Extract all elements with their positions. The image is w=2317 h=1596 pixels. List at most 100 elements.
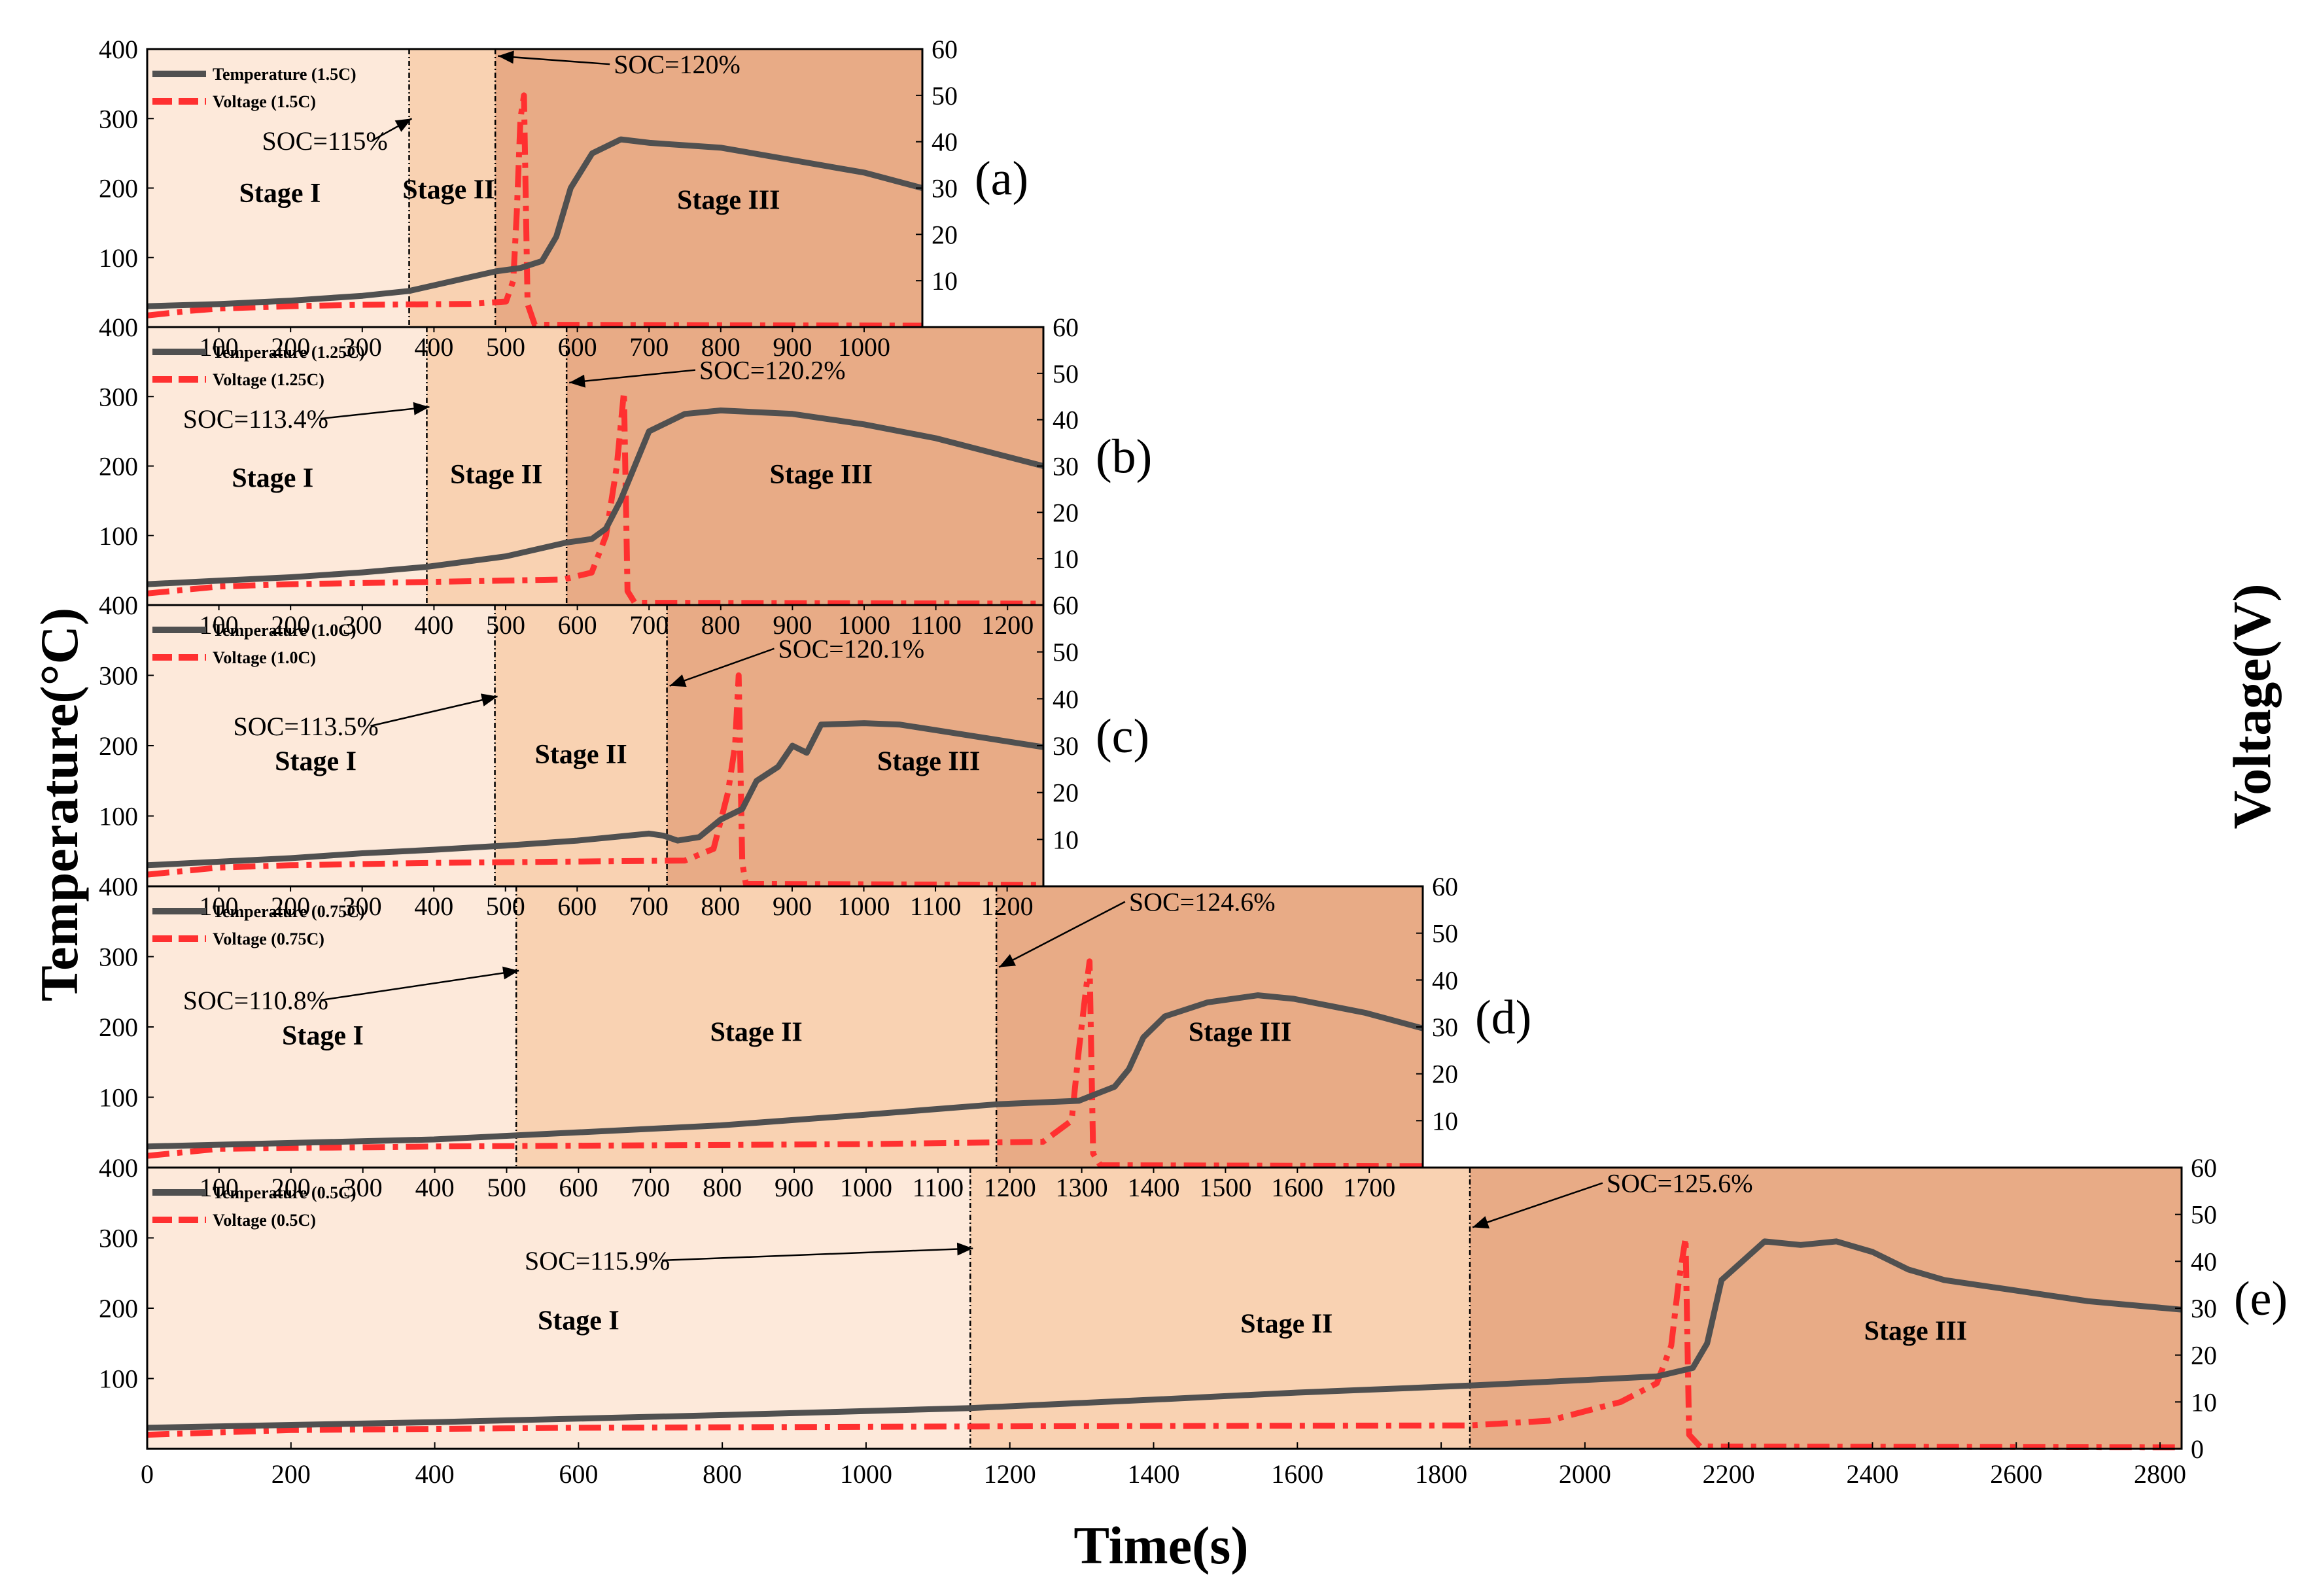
x-tick-label-top: 1200	[981, 892, 1034, 921]
voltage-series-line	[147, 389, 1044, 607]
legend-label-temperature: Temperature (0.75C)	[213, 902, 365, 921]
soc-arrow-line	[370, 695, 498, 727]
y-tick-label-temp: 100	[99, 802, 138, 831]
x-tick-label-top: 600	[559, 1173, 598, 1202]
soc-arrow-head	[669, 674, 687, 687]
y-axis-title-right: Voltage(V)	[2222, 583, 2282, 829]
stage-label: Stage II	[1240, 1310, 1333, 1340]
x-tick-label-top: 1000	[838, 610, 890, 640]
panels-layer: Stage I Stage II Stage III1002003004001020…	[99, 35, 2288, 1489]
x-tick-label-top: 100	[200, 1173, 239, 1202]
stage-region-1	[147, 49, 409, 327]
x-tick-label-bottom: 600	[559, 1459, 598, 1489]
y-tick-label-volt: 40	[1053, 406, 1079, 435]
x-tick-label-top: 800	[701, 332, 740, 362]
x-tick-label-bottom: 2000	[1559, 1459, 1611, 1489]
x-tick-label-top: 200	[271, 332, 310, 362]
x-tick-label-top: 300	[343, 1173, 383, 1202]
panel-e: Stage I Stage II Stage III1002003004000102…	[99, 1153, 2288, 1489]
x-tick-label-top: 1000	[838, 892, 890, 921]
x-tick-label-top: 1200	[981, 610, 1034, 640]
y-tick-label-temp: 300	[99, 943, 138, 972]
soc-arrow-line	[320, 406, 430, 420]
x-tick-label-top: 400	[414, 332, 453, 362]
x-tick-label-top: 1600	[1271, 1173, 1323, 1202]
legend-label-voltage: Voltage (1.0C)	[213, 648, 316, 667]
x-tick-label-top: 500	[486, 332, 525, 362]
y-tick-label-volt: 10	[2191, 1387, 2217, 1417]
y-tick-label-volt: 60	[932, 35, 958, 64]
voltage-series-line	[147, 958, 1423, 1170]
y-tick-label-volt: 10	[1053, 544, 1079, 574]
y-tick-label-volt: 60	[1053, 591, 1079, 620]
panel-label-b: (b)	[1096, 430, 1152, 484]
x-tick-label-top: 400	[414, 892, 453, 921]
x-tick-label-top: 100	[200, 332, 239, 362]
y-tick-label-temp: 100	[99, 1083, 138, 1113]
soc-arrow-head	[1472, 1216, 1490, 1229]
x-tick-label-top: 400	[414, 610, 453, 640]
y-tick-label-volt: 0	[2191, 1434, 2204, 1464]
soc-arrow-line	[661, 1247, 973, 1262]
panel-label-c: (c)	[1096, 710, 1149, 763]
stage-region-1	[147, 327, 427, 605]
stage-label: Stage III	[769, 460, 873, 490]
y-tick-label-volt: 10	[1053, 825, 1079, 854]
soc-annotation: SOC=125.6%	[1607, 1169, 1753, 1198]
stage-label: Stage I	[232, 463, 313, 493]
x-tick-label-top: 700	[629, 332, 669, 362]
soc-arrow-line	[569, 369, 696, 384]
x-tick-label-top: 900	[775, 1173, 814, 1202]
temperature-series-line	[147, 992, 1424, 1150]
y-tick-label-volt: 10	[1432, 1106, 1458, 1136]
soc-annotation: SOC=115%	[262, 126, 388, 156]
voltage-series-line	[147, 672, 1044, 888]
stage-region-3	[495, 49, 922, 327]
x-tick-label-bottom: 200	[271, 1459, 311, 1489]
soc-annotation: SOC=120.2%	[699, 356, 846, 385]
y-tick-label-volt: 40	[1053, 684, 1079, 714]
x-tick-label-bottom: 1800	[1415, 1459, 1467, 1489]
y-tick-label-volt: 60	[2191, 1153, 2217, 1183]
soc-annotation: SOC=124.6%	[1129, 888, 1276, 917]
x-tick-label-top: 600	[558, 332, 597, 362]
y-tick-label-volt: 20	[1432, 1060, 1458, 1089]
y-tick-label-temp: 400	[99, 1153, 138, 1183]
y-tick-label-volt: 40	[2191, 1247, 2217, 1276]
x-tick-label-bottom: 2600	[1990, 1459, 2042, 1489]
y-tick-label-volt: 50	[1053, 359, 1079, 389]
y-tick-label-temp: 400	[99, 313, 138, 342]
soc-annotation: SOC=115.9%	[525, 1246, 670, 1275]
x-tick-label-top: 800	[701, 892, 740, 921]
y-tick-label-volt: 50	[2191, 1200, 2217, 1230]
temperature-series-line	[147, 408, 1045, 587]
legend-label-temperature: Temperature (1.5C)	[213, 65, 357, 84]
temperature-series-line	[147, 1238, 2182, 1431]
y-tick-label-temp: 300	[99, 661, 138, 691]
soc-arrow-head	[999, 954, 1017, 967]
soc-arrow-head	[956, 1242, 973, 1256]
soc-arrow-head	[480, 693, 498, 706]
y-tick-label-temp: 200	[99, 174, 138, 203]
x-axis-title: Time(s)	[1073, 1516, 1248, 1575]
soc-arrow-line	[320, 969, 519, 1001]
legend-label-temperature: Temperature (0.5C)	[213, 1183, 357, 1202]
x-tick-label-top: 1100	[910, 892, 962, 921]
soc-arrow-line	[1472, 1182, 1603, 1228]
x-tick-label-top: 700	[631, 1173, 670, 1202]
soc-annotation: SOC=110.8%	[183, 986, 328, 1015]
stage-region-1	[147, 605, 495, 886]
y-tick-label-volt: 50	[932, 81, 958, 111]
panel-c: Stage I Stage II Stage III 100 200 300 400 10 20…	[99, 591, 1149, 888]
voltage-series-line	[147, 92, 923, 329]
stage-region-1	[147, 1168, 971, 1449]
x-tick-label-top: 900	[773, 610, 812, 640]
temperature-series-line	[147, 136, 924, 309]
y-tick-label-temp: 300	[99, 104, 138, 133]
stage-label: Stage II	[534, 740, 627, 770]
soc-arrow-line	[669, 648, 775, 687]
x-tick-label-bottom: 0	[141, 1459, 154, 1489]
stage-label: Stage III	[877, 747, 981, 777]
x-tick-label-top: 1100	[913, 1173, 964, 1202]
x-tick-label-bottom: 2400	[1846, 1459, 1898, 1489]
